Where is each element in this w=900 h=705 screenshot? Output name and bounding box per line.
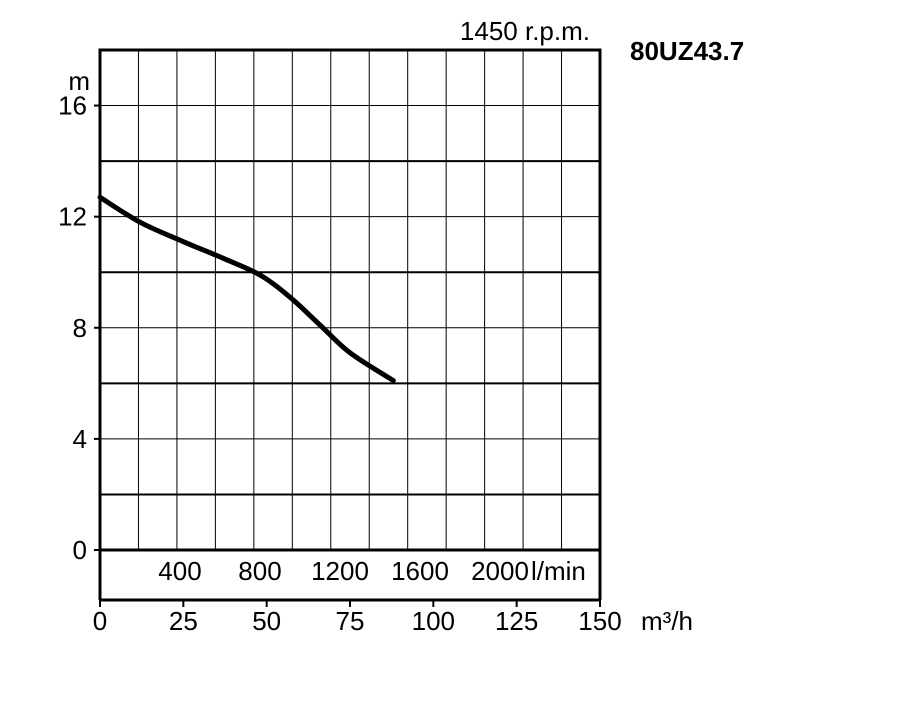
series-group: [97, 194, 396, 384]
x2-tick-label: 800: [238, 556, 281, 586]
x-axis-label: m³/h: [641, 606, 693, 636]
x2-tick-label: 1600: [391, 556, 449, 586]
y-tick-label: 12: [58, 202, 87, 232]
head-curve-line: [97, 194, 396, 384]
y-axis-label: m: [68, 66, 90, 96]
x-tick-label: 100: [412, 606, 455, 636]
plot-border: [98, 48, 602, 552]
plot-frame: [98, 48, 602, 602]
y-tick-labels: 0 4 8 12 16: [58, 91, 100, 565]
x-tick-label: 0: [93, 606, 107, 636]
x-tick-label: 50: [252, 606, 281, 636]
x-tick-label: 125: [495, 606, 538, 636]
y-tick-label: 16: [58, 91, 87, 121]
chart-title: 80UZ43.7: [630, 36, 744, 66]
x2-tick-label: 400: [158, 556, 201, 586]
grid: [100, 50, 600, 550]
y-tick-label: 0: [73, 535, 87, 565]
x-tick-label: 150: [578, 606, 621, 636]
x-tick-label: 25: [169, 606, 198, 636]
chart-subtitle: 1450 r.p.m.: [460, 16, 590, 46]
y-tick-label: 4: [73, 424, 87, 454]
y-tick-label: 8: [73, 313, 87, 343]
x2-tick-label: 1200: [311, 556, 369, 586]
x-tick-label: 75: [336, 606, 365, 636]
x2-axis-label: l/min: [531, 556, 586, 586]
x-tick-labels: 0 25 50 75 100 125 150: [93, 600, 622, 636]
x2-tick-label: 2000: [471, 556, 529, 586]
x2-tick-labels: 400 800 1200 1600 2000: [158, 556, 529, 586]
